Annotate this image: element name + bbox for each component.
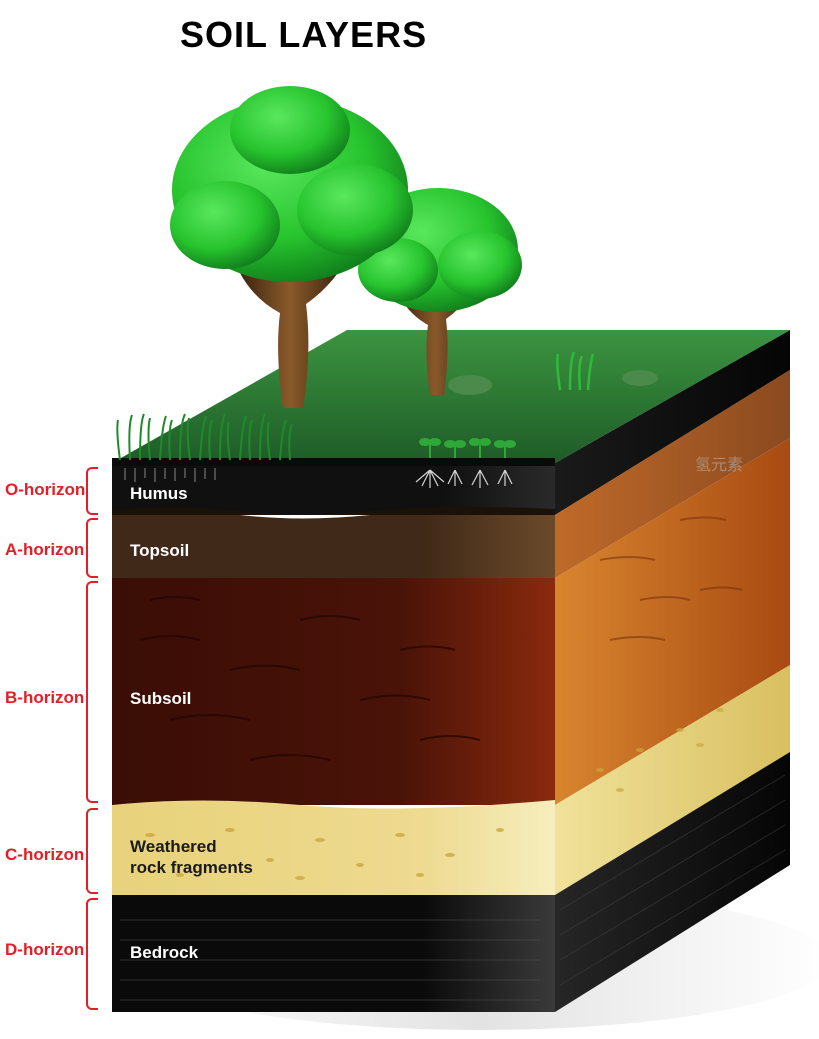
horizon-label-D: D-horizon xyxy=(5,940,84,960)
bracket-C xyxy=(86,808,98,894)
layer-label-C: Weathered rock fragments xyxy=(130,836,253,879)
layer-label-O: Humus xyxy=(130,483,188,504)
horizon-label-B: B-horizon xyxy=(5,688,84,708)
layer-label-D: Bedrock xyxy=(130,942,198,963)
bracket-D xyxy=(86,898,98,1010)
horizon-label-A: A-horizon xyxy=(5,540,84,560)
soil-layers-diagram: SOIL LAYERS xyxy=(0,0,819,1039)
layer-label-B: Subsoil xyxy=(130,688,191,709)
watermark: 氢元素 xyxy=(695,456,743,474)
iso-block-svg: 氢元素 xyxy=(0,0,819,1039)
rock-1 xyxy=(448,375,492,395)
bracket-B xyxy=(86,581,98,803)
bracket-A xyxy=(86,518,98,578)
bracket-O xyxy=(86,467,98,515)
rock-2 xyxy=(622,370,658,386)
layer-label-A: Topsoil xyxy=(130,540,189,561)
horizon-label-C: C-horizon xyxy=(5,845,84,865)
horizon-label-O: O-horizon xyxy=(5,480,85,500)
